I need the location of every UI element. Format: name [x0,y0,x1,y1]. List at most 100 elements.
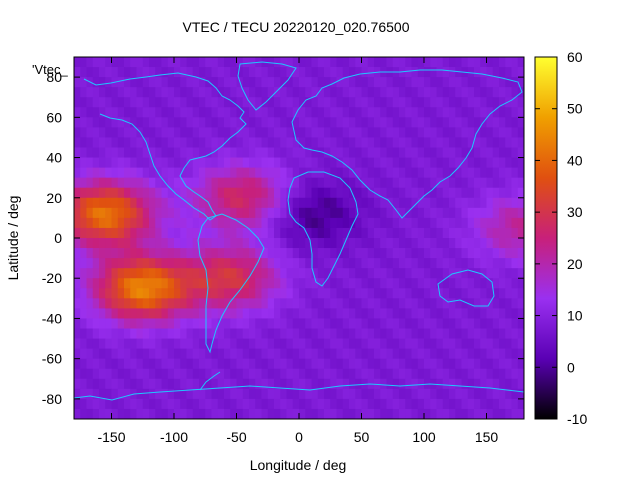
heatmap-cell [411,298,419,309]
heatmap-cell [374,117,381,128]
heatmap-cell [374,87,381,98]
heatmap-cell [80,398,87,410]
heatmap-cell [274,328,281,339]
heatmap-cell [280,87,287,98]
heatmap-cell [336,177,344,189]
heatmap-cell [142,187,150,199]
heatmap-cell [249,187,256,199]
heatmap-cell [186,127,194,138]
heatmap-cell [224,328,231,339]
heatmap-cell [86,258,94,269]
heatmap-cell [92,107,100,118]
heatmap-cell [255,268,262,279]
heatmap-cell [505,288,512,299]
heatmap-cell [280,187,287,199]
heatmap-cell [286,338,294,350]
heatmap-cell [99,187,106,199]
heatmap-cell [342,358,350,370]
heatmap-cell [236,358,244,370]
heatmap-cell [492,57,500,68]
heatmap-cell [92,57,100,68]
heatmap-cell [236,248,244,259]
heatmap-cell [342,348,350,360]
heatmap-cell [349,217,356,229]
heatmap-cell [355,308,362,319]
heatmap-cell [336,217,344,229]
heatmap-cell [430,298,437,309]
heatmap-cell [380,298,387,309]
heatmap-cell [486,408,494,419]
heatmap-cell [124,358,131,370]
heatmap-cell [80,227,87,239]
heatmap-cell [342,288,350,299]
x-tick-label: -150 [97,429,125,445]
heatmap-cell [142,378,150,390]
heatmap-cell [486,378,494,390]
heatmap-cell [436,348,444,360]
heatmap-cell [199,197,206,209]
heatmap-cell [411,338,419,350]
heatmap-cell [511,57,519,68]
heatmap-cell [192,328,200,339]
heatmap-cell [436,398,444,410]
heatmap-cell [430,368,437,380]
heatmap-cell [349,117,356,128]
heatmap-cell [149,328,156,339]
heatmap-cell [430,348,437,360]
heatmap-cell [230,408,237,419]
heatmap-cell [486,87,494,98]
heatmap-cell [167,117,175,128]
heatmap-cell [380,388,387,400]
heatmap-cell [236,288,244,299]
heatmap-cell [167,207,175,219]
heatmap-cell [255,197,262,209]
coast-north-america [83,72,247,221]
heatmap-cell [267,238,275,249]
heatmap-cell [117,107,125,118]
heatmap-cell [286,87,294,98]
heatmap-cell [180,308,187,319]
heatmap-cell [511,338,519,350]
heatmap-cell [161,358,169,370]
heatmap-cell [486,57,494,68]
heatmap-cell [480,258,487,269]
heatmap-cell [174,177,181,189]
heatmap-cell [130,177,137,189]
heatmap-cell [205,127,212,138]
heatmap-cell [461,248,469,259]
heatmap-cell [342,227,350,239]
heatmap-cell [374,127,381,138]
heatmap-cell [492,67,500,78]
heatmap-cell [455,328,462,339]
heatmap-cell [111,288,119,299]
heatmap-cell [267,107,275,118]
colorbar-tick-label: 40 [567,152,583,168]
heatmap-cell [349,348,356,360]
heatmap-cell [317,388,325,400]
heatmap-cell [211,77,219,88]
heatmap-cell [161,227,169,239]
heatmap-cell [186,348,194,360]
heatmap-cell [486,217,494,229]
heatmap-cell [149,87,156,98]
heatmap-cell [124,258,131,269]
heatmap-cell [261,358,269,370]
heatmap-cell [80,77,87,88]
heatmap-cell [349,197,356,209]
heatmap-cell [299,117,306,128]
heatmap-cell [405,167,412,179]
heatmap-cell [511,187,519,199]
heatmap-cell [136,207,144,219]
heatmap-cell [249,177,256,189]
heatmap-cell [324,368,331,380]
heatmap-cell [80,167,87,179]
heatmap-cell [386,388,394,400]
heatmap-cell [261,408,269,419]
heatmap-cell [155,157,162,169]
heatmap-cell [405,77,412,88]
heatmap-cell [205,268,212,279]
heatmap-cell [461,318,469,329]
heatmap-cell [249,217,256,229]
heatmap-cell [374,258,381,269]
heatmap-cell [180,338,187,350]
